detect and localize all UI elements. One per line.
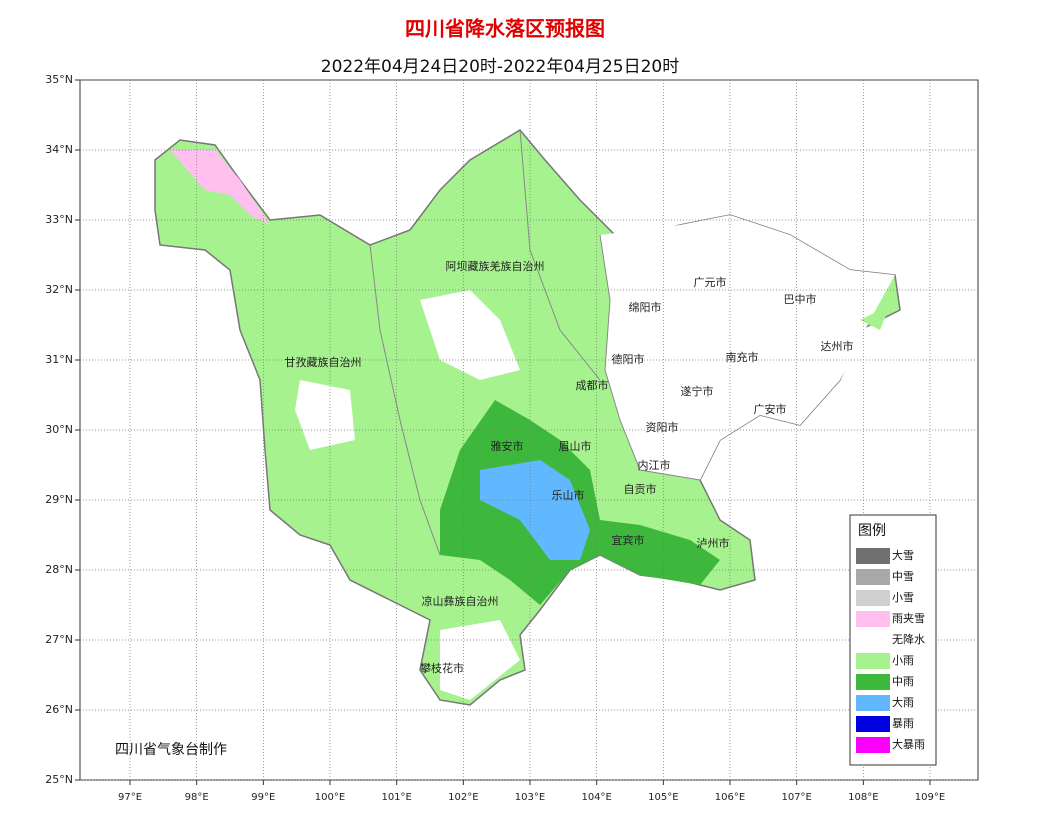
place-label: 眉山市 bbox=[559, 439, 592, 453]
legend-label: 中雨 bbox=[892, 675, 914, 688]
y-tick-label: 33°N bbox=[45, 213, 73, 226]
place-label: 绵阳市 bbox=[629, 300, 662, 314]
legend-label: 小雪 bbox=[892, 591, 914, 604]
place-label: 自贡市 bbox=[624, 482, 657, 496]
place-label: 凉山彝族自治州 bbox=[422, 594, 499, 608]
moderate-rain-area bbox=[440, 400, 720, 605]
legend-swatch bbox=[856, 632, 890, 648]
subtitle: 2022年04月24日20时-2022年04月25日20时 bbox=[321, 57, 679, 77]
x-tick-label: 107°E bbox=[781, 792, 811, 803]
y-tick-label: 28°N bbox=[45, 563, 73, 576]
y-tick-label: 29°N bbox=[45, 493, 73, 506]
place-label: 雅安市 bbox=[491, 439, 524, 453]
legend-swatch bbox=[856, 611, 890, 627]
place-label: 内江市 bbox=[638, 458, 671, 472]
y-tick-label: 32°N bbox=[45, 283, 73, 296]
y-tick-label: 35°N bbox=[45, 73, 73, 86]
legend-label: 无降水 bbox=[892, 632, 925, 646]
y-tick-label: 26°N bbox=[45, 703, 73, 716]
no-rain-area bbox=[600, 215, 895, 480]
x-tick-label: 100°E bbox=[315, 792, 345, 803]
no-rain-area bbox=[420, 290, 520, 380]
precipitation-areas bbox=[154, 129, 901, 706]
sleet-area bbox=[170, 150, 270, 225]
legend-label: 雨夹雪 bbox=[892, 612, 925, 625]
x-tick-label: 99°E bbox=[251, 792, 275, 803]
light-rain-area bbox=[860, 305, 890, 330]
legend-swatch bbox=[856, 737, 890, 753]
place-label: 资阳市 bbox=[646, 420, 679, 434]
legend-label: 小雨 bbox=[892, 654, 914, 667]
place-label: 广安市 bbox=[754, 402, 787, 416]
no-rain-area bbox=[295, 380, 355, 450]
place-label: 遂宁市 bbox=[681, 384, 714, 398]
x-tick-label: 106°E bbox=[715, 792, 745, 803]
x-tick-label: 103°E bbox=[515, 792, 545, 803]
legend-label: 中雪 bbox=[892, 570, 914, 583]
legend-swatch bbox=[856, 569, 890, 585]
place-label: 广元市 bbox=[694, 275, 727, 289]
border bbox=[599, 234, 701, 481]
border bbox=[369, 244, 441, 556]
y-tick-label: 27°N bbox=[45, 633, 73, 646]
y-tick-label: 31°N bbox=[45, 353, 73, 366]
y-tick-label: 30°N bbox=[45, 423, 73, 436]
place-label: 攀枝花市 bbox=[420, 661, 464, 675]
place-label: 达州市 bbox=[821, 339, 854, 353]
credit: 四川省气象台制作 bbox=[115, 742, 227, 758]
x-tick-label: 97°E bbox=[118, 792, 142, 803]
place-label: 南充市 bbox=[726, 350, 759, 364]
legend-label: 暴雨 bbox=[892, 717, 914, 730]
place-label: 甘孜藏族自治州 bbox=[285, 355, 362, 369]
legend-label: 大雨 bbox=[892, 695, 914, 709]
legend-swatch bbox=[856, 548, 890, 564]
x-tick-label: 102°E bbox=[448, 792, 478, 803]
place-label: 巴中市 bbox=[784, 292, 817, 306]
x-tick-label: 109°E bbox=[915, 792, 945, 803]
title: 四川省降水落区预报图 bbox=[405, 17, 605, 41]
y-tick-label: 25°N bbox=[45, 773, 73, 786]
place-label: 宜宾市 bbox=[612, 533, 645, 547]
y-tick-label: 34°N bbox=[45, 143, 73, 156]
legend-title: 图例 bbox=[858, 523, 886, 539]
place-label: 泸州市 bbox=[697, 536, 730, 550]
legend-swatch bbox=[856, 716, 890, 732]
legend-label: 大暴雨 bbox=[892, 737, 925, 751]
legend-swatch bbox=[856, 674, 890, 690]
x-tick-label: 104°E bbox=[581, 792, 611, 803]
place-label: 成都市 bbox=[576, 378, 609, 392]
x-tick-label: 101°E bbox=[381, 792, 411, 803]
place-label: 阿坝藏族羌族自治州 bbox=[446, 259, 545, 273]
legend-swatch bbox=[856, 695, 890, 711]
legend-label: 大雪 bbox=[892, 548, 914, 562]
legend-swatch bbox=[856, 653, 890, 669]
place-label: 乐山市 bbox=[552, 488, 585, 502]
legend-swatch bbox=[856, 590, 890, 606]
x-tick-label: 98°E bbox=[185, 792, 209, 803]
x-tick-label: 108°E bbox=[848, 792, 878, 803]
place-label: 德阳市 bbox=[612, 352, 645, 366]
x-tick-label: 105°E bbox=[648, 792, 678, 803]
heavy-rain-area bbox=[480, 460, 590, 560]
